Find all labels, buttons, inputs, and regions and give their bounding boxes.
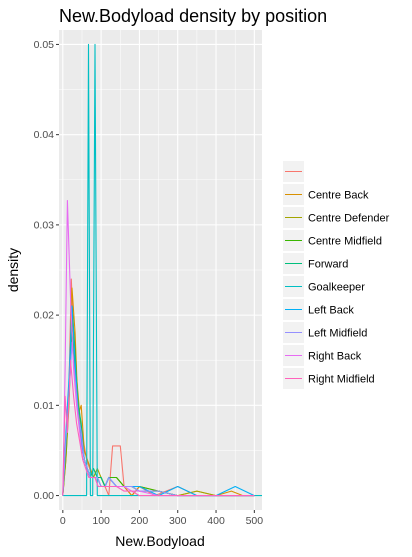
y-tick-label: 0.04 [34,129,55,141]
y-tick-label: 0.05 [34,39,55,51]
x-tick-label: 400 [207,515,225,527]
y-tick-label: 0.03 [34,219,55,231]
legend-label: Centre Midfield [308,236,382,248]
x-axis-title: New.Bodyload [115,533,205,549]
series-line-6 [62,43,262,497]
legend-label: Right Midfield [308,374,375,386]
x-tick-label: 300 [169,515,187,527]
legend-label: Centre Defender [308,213,390,225]
y-tick-label: 0.02 [34,310,55,322]
x-tick-label: 100 [92,515,110,527]
x-axis-ticks: 0 100 200 300 400 500 [60,510,263,527]
legend-label: Left Back [308,305,354,317]
x-tick-label: 0 [60,515,66,527]
chart-title: New.Bodyload density by position [59,6,327,26]
y-axis-title: density [5,248,21,292]
legend-label: Right Back [308,351,362,363]
legend-label: Goalkeeper [308,282,365,294]
legend-label: Forward [308,259,348,271]
series-lines [62,43,262,497]
y-tick-label: 0.00 [34,490,55,502]
x-tick-label: 200 [131,515,149,527]
y-axis-ticks: 0.00 0.01 0.02 0.03 0.04 0.05 [34,39,59,502]
series-line-10 [62,359,255,497]
y-tick-label: 0.01 [34,400,55,412]
legend: Centre Back Centre Defender Centre Midfiel… [283,161,390,389]
series-line-8 [62,341,255,497]
x-tick-label: 500 [246,515,264,527]
legend-label: Centre Back [308,190,369,202]
legend-label: Left Midfield [308,328,367,340]
